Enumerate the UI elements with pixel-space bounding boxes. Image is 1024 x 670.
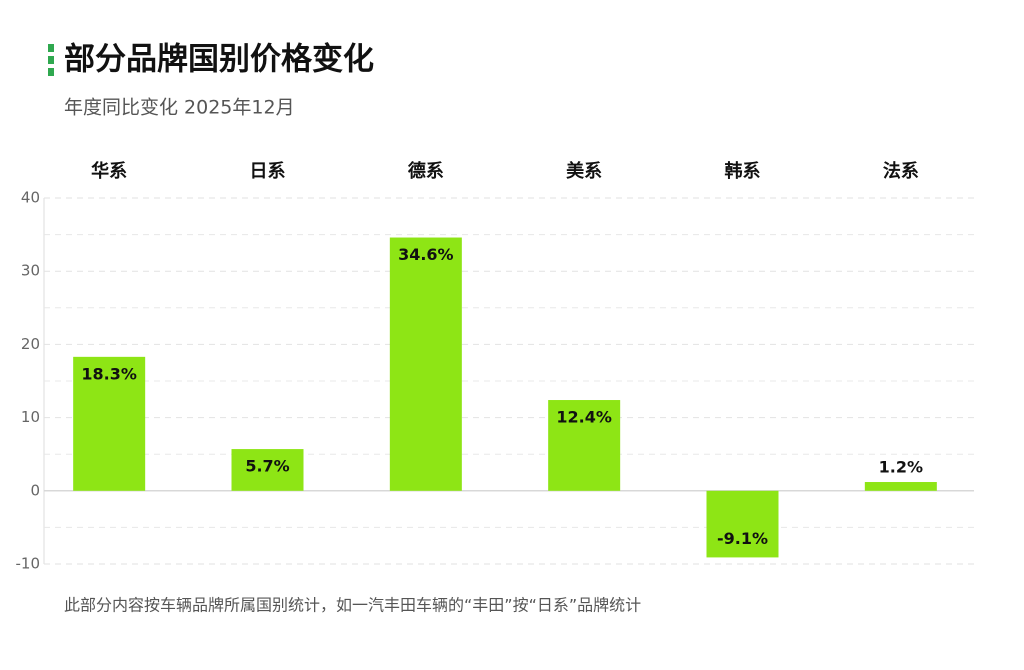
title-icon [48, 44, 54, 52]
chart-title: 部分品牌国别价格变化 [64, 42, 374, 78]
bar [706, 490, 779, 558]
bar [548, 400, 621, 491]
bar [231, 449, 304, 491]
y-tick-label: 40 [21, 189, 40, 207]
value-label: 12.4% [556, 408, 612, 427]
y-tick-label: 10 [21, 408, 40, 426]
footnote: 此部分内容按车辆品牌所属国别统计，如一汽丰田车辆的“丰田”按“日系”品牌统计 [64, 596, 641, 615]
value-label: 34.6% [398, 245, 454, 264]
title-icon [48, 56, 54, 64]
chart-subtitle: 年度同比变化 2025年12月 [64, 97, 295, 119]
value-label: 1.2% [879, 458, 923, 477]
bar [73, 356, 146, 491]
title-icon [48, 68, 54, 76]
category-label: 韩系 [725, 160, 761, 182]
y-tick-label: -10 [16, 555, 41, 573]
bar [389, 237, 462, 491]
category-label: 日系 [250, 161, 286, 182]
category-label: 美系 [566, 160, 602, 182]
y-tick-label: 20 [21, 335, 40, 353]
value-label: 5.7% [245, 457, 289, 476]
bar [864, 482, 937, 491]
category-label: 德系 [408, 160, 444, 182]
category-label: 华系 [91, 160, 127, 182]
value-label: 18.3% [81, 364, 137, 383]
category-label: 法系 [883, 160, 919, 182]
y-tick-label: 30 [21, 262, 40, 280]
value-label: -9.1% [717, 529, 768, 548]
y-tick-label: 0 [30, 481, 40, 499]
